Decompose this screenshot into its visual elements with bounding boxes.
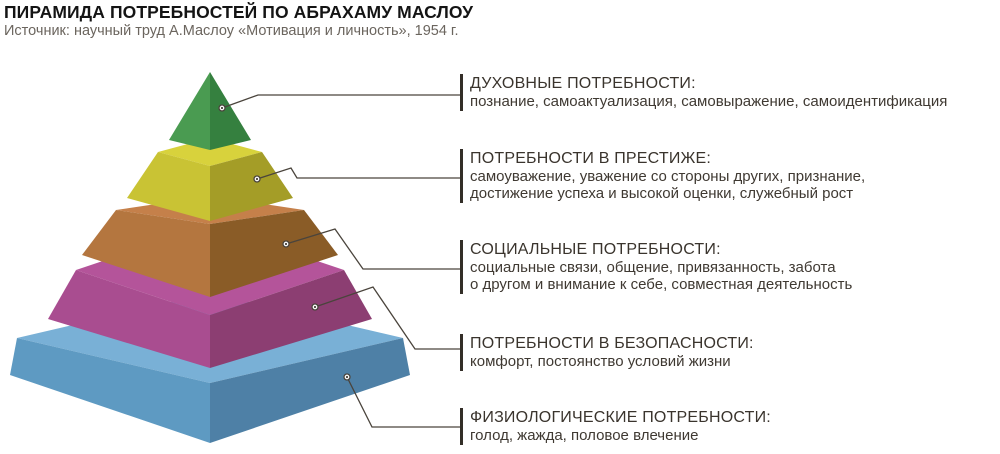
- pyramid-face-spiritual-right: [210, 72, 251, 150]
- label-heading-spiritual: ДУХОВНЫЕ ПОТРЕБНОСТИ:: [470, 75, 696, 92]
- label-heading-safety: ПОТРЕБНОСТИ В БЕЗОПАСНОСТИ:: [470, 335, 754, 352]
- pyramid-face-social-right: [210, 210, 338, 297]
- page-title: ПИРАМИДА ПОТРЕБНОСТЕЙ ПО АБРАХАМУ МАСЛОУ: [4, 2, 474, 22]
- label-text-safety: комфорт, постоянство условий жизни: [470, 353, 731, 370]
- label-heading-physiological: ФИЗИОЛОГИЧЕСКИЕ ПОТРЕБНОСТИ:: [470, 409, 771, 426]
- pyramid-face-safety-left: [48, 270, 210, 368]
- label-heading-prestige: ПОТРЕБНОСТИ В ПРЕСТИЖЕ:: [470, 150, 712, 167]
- pyramid-face-physiological-left: [10, 338, 210, 443]
- label-text-prestige-2: достижение успеха и высокой оценки, служ…: [470, 185, 854, 202]
- label-text-physiological: голод, жажда, половое влечение: [470, 427, 699, 444]
- leader-line-prestige: [256, 167, 460, 180]
- leader-dot-center-physiological: [345, 375, 349, 379]
- leader-dot-center-social: [284, 242, 288, 246]
- leader-dot-center-safety: [313, 305, 317, 309]
- label-text-social: социальные связи, общение, привязанность…: [470, 259, 836, 276]
- label-text-social-2: о другом и внимание к себе, совместная д…: [470, 276, 853, 293]
- pyramid-face-prestige-left: [127, 152, 210, 221]
- label-spiritual: ДУХОВНЫЕ ПОТРЕБНОСТИ: познание, самоакту…: [460, 74, 947, 111]
- leader-line-spiritual: [221, 94, 460, 109]
- label-heading-social: СОЦИАЛЬНЫЕ ПОТРЕБНОСТИ:: [470, 241, 721, 258]
- pyramid-face-physiological-right: [210, 338, 410, 443]
- pyramid-face-safety-right: [210, 270, 372, 368]
- label-text-prestige: самоуважение, уважение со стороны других…: [470, 168, 866, 185]
- leader-line-physiological: [346, 376, 460, 428]
- label-social: СОЦИАЛЬНЫЕ ПОТРЕБНОСТИ: социальные связи…: [460, 240, 852, 294]
- leader-line-safety: [314, 286, 460, 350]
- label-prestige: ПОТРЕБНОСТИ В ПРЕСТИЖЕ: самоуважение, ув…: [460, 149, 865, 203]
- label-physiological: ФИЗИОЛОГИЧЕСКИЕ ПОТРЕБНОСТИ: голод, жажд…: [460, 408, 771, 445]
- pyramid-face-spiritual-left: [169, 72, 210, 150]
- leader-dot-center-spiritual: [220, 106, 224, 110]
- label-safety: ПОТРЕБНОСТИ В БЕЗОПАСНОСТИ: комфорт, пос…: [460, 334, 754, 371]
- page-source: Источник: научный труд А.Маслоу «Мотивац…: [4, 23, 459, 39]
- leader-dot-center-prestige: [255, 177, 259, 181]
- pyramid-face-social-left: [82, 210, 210, 297]
- leader-line-social: [285, 228, 460, 270]
- pyramid-face-prestige-right: [210, 152, 293, 221]
- label-text-spiritual: познание, самоактуализация, самовыражени…: [470, 93, 948, 110]
